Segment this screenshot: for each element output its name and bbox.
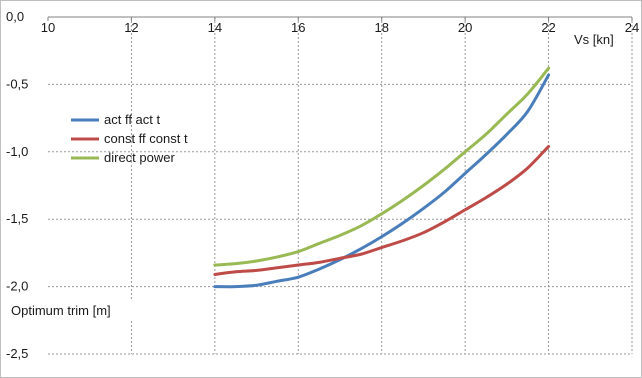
x-tick-label: 24 <box>625 20 639 35</box>
y-axis-title-background <box>6 300 132 320</box>
legend: act ff act t const ff const t direct power <box>71 112 188 165</box>
series-line <box>213 73 551 289</box>
x-tick-label: 16 <box>291 20 305 35</box>
y-tick-label: 0,0 <box>6 9 24 24</box>
x-tick-label: 10 <box>41 20 55 35</box>
series-line <box>213 144 551 276</box>
y-tick-label: -2,0 <box>6 279 28 294</box>
y-tick-label: -1,0 <box>6 144 28 159</box>
x-tick-label: 18 <box>374 20 388 35</box>
series-line <box>213 66 551 267</box>
y-axis-tick-labels: 0,0 -0,5 -1,0 -1,5 -2,0 -2,5 <box>6 9 28 361</box>
legend-label: const ff const t <box>104 131 188 146</box>
x-axis-title: Vs [kn] <box>574 32 614 47</box>
y-tick-label: -2,5 <box>6 346 28 361</box>
x-tick-label: 12 <box>124 20 138 35</box>
grid-lines <box>48 17 633 355</box>
y-tick-label: -1,5 <box>6 211 28 226</box>
y-tick-label: -0,5 <box>6 76 28 91</box>
x-axis-tick-labels: 10 12 14 16 18 20 22 24 <box>41 20 639 35</box>
x-axis <box>47 16 633 21</box>
x-tick-label: 20 <box>458 20 472 35</box>
legend-label: direct power <box>104 150 175 165</box>
data-series <box>213 66 551 289</box>
legend-label: act ff act t <box>104 112 161 127</box>
x-tick-label: 22 <box>541 20 555 35</box>
x-tick-label: 14 <box>208 20 222 35</box>
y-axis-title: Optimum trim [m] <box>11 303 111 318</box>
